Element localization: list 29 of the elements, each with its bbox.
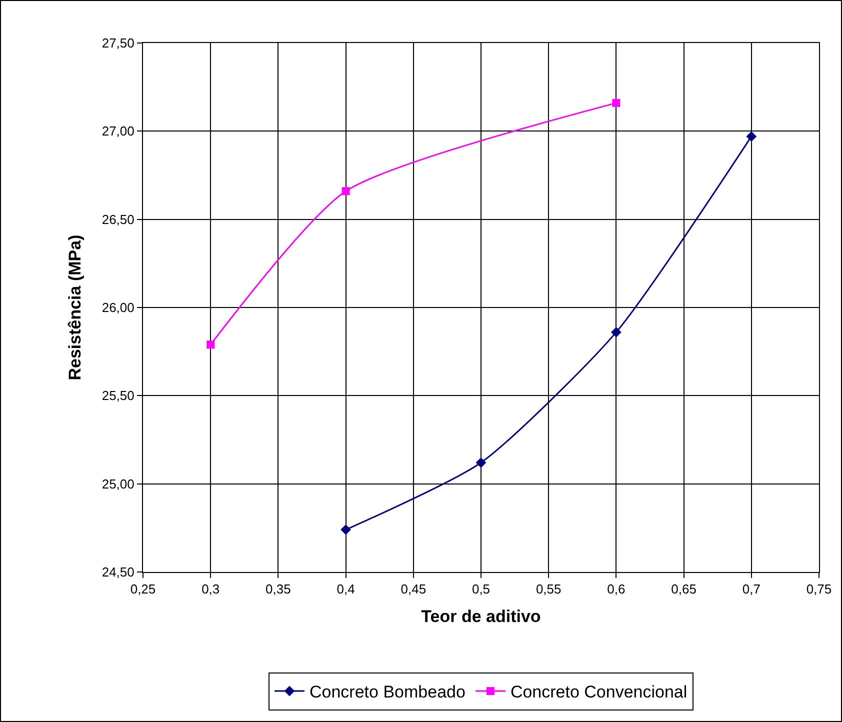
x-axis-title: Teor de aditivo (421, 607, 541, 626)
y-tick-label: 26,00 (102, 300, 134, 316)
y-tick-label: 27,00 (102, 124, 134, 139)
y-axis-title: Resistência (MPa) (65, 234, 84, 380)
x-tick-label: 0,5 (472, 582, 490, 597)
x-tick-label: 0,35 (266, 582, 291, 597)
x-tick-label: 0,25 (130, 582, 156, 597)
point (746, 131, 757, 142)
point (476, 457, 486, 468)
point (340, 524, 351, 535)
point (612, 98, 620, 107)
y-tick-label: 25,50 (102, 388, 134, 404)
x-tick-label: 0,75 (806, 582, 832, 597)
x-tick-label: 0,7 (742, 582, 760, 597)
x-tick-label: 0,6 (607, 582, 626, 597)
x-tick-label: 0,3 (202, 582, 220, 597)
point (206, 340, 215, 349)
x-tick-label: 0,45 (400, 582, 426, 597)
legend-label: Concreto Bombeado (310, 682, 466, 702)
y-tick-label: 25,00 (102, 476, 134, 492)
y-tick-label: 27,50 (102, 36, 134, 51)
x-tick-label: 0,55 (536, 582, 562, 597)
legend-label: Concreto Convencional (510, 682, 688, 702)
point (342, 187, 350, 196)
point (611, 326, 622, 338)
y-tick-label: 24,50 (102, 564, 134, 580)
y-tick-label: 26,50 (102, 212, 134, 227)
x-tick-label: 0,65 (671, 582, 696, 597)
x-tick-label: 0,4 (336, 582, 355, 597)
